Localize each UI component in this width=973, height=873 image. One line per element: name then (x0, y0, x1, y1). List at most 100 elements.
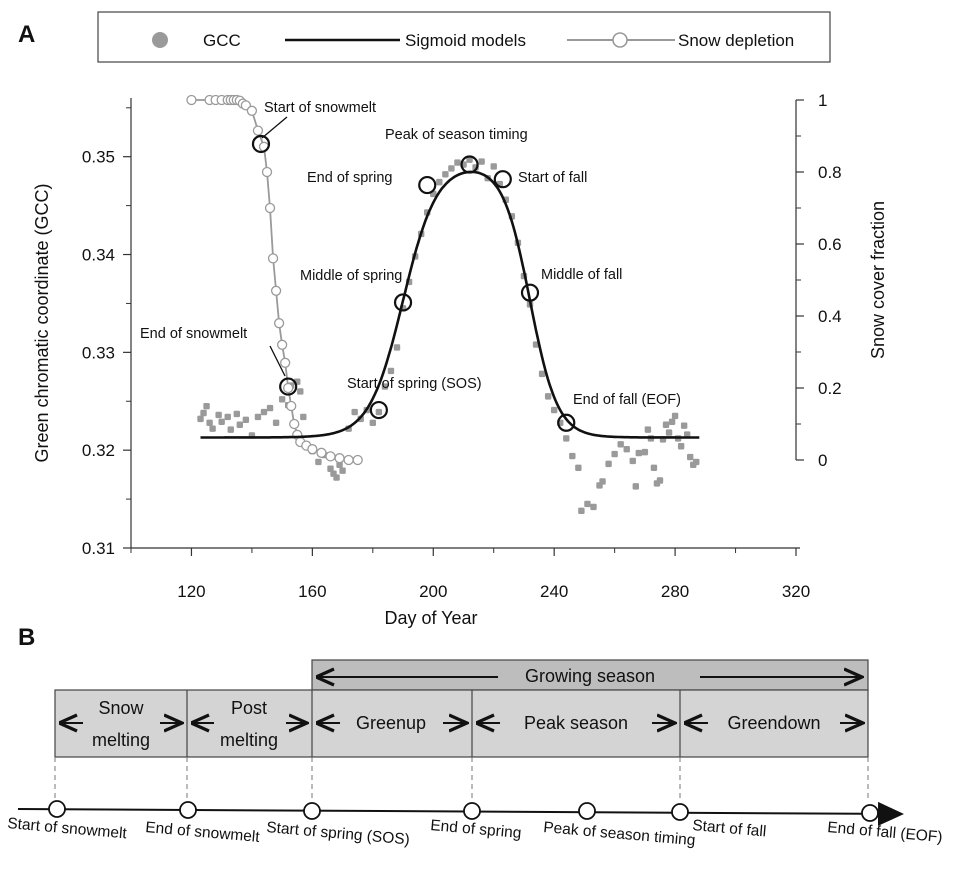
snow-depletion-point (264, 202, 276, 214)
gcc-point (590, 503, 597, 511)
gcc-point (369, 419, 377, 426)
panel-a-label: A (18, 21, 35, 48)
gcc-point (550, 406, 558, 414)
timeline-connectors (54, 757, 869, 800)
gcc-point (278, 396, 286, 403)
sigmoid-model-line (200, 170, 700, 439)
gcc-point (333, 474, 340, 481)
snow-depletion-point (289, 418, 300, 430)
gcc-point (327, 465, 334, 472)
y-tick-label: 0.33 (82, 343, 115, 362)
snow-depletion-point (270, 285, 282, 296)
x-ticks: 120 160 200 240 280 320 (130, 548, 810, 601)
gcc-point (300, 413, 307, 421)
gcc-point (478, 158, 485, 165)
x-tick-label: 160 (298, 582, 326, 601)
gcc-point (351, 408, 358, 416)
gcc-point (375, 408, 383, 416)
timeline: Start of snowmelt End of snowmelt Start … (7, 800, 943, 849)
gcc-point (683, 431, 691, 438)
growing-season-box (311, 659, 869, 691)
gcc-point (266, 404, 274, 412)
gcc-point (538, 370, 546, 378)
y2-tick-label: 0 (818, 451, 827, 470)
gcc-point (599, 478, 606, 485)
phenology-marker (418, 175, 437, 195)
phenology-markers (251, 134, 576, 432)
phenology-marker (251, 134, 271, 154)
gcc-point (693, 458, 700, 466)
gcc-point (197, 415, 204, 423)
ann-end-of-fall: End of fall (EOF) (573, 392, 681, 408)
timeline-node (578, 802, 596, 820)
snow-depletion-point (343, 454, 354, 466)
gcc-point (336, 461, 343, 469)
timeline-label-end-of-fall: End of fall (EOF) (827, 819, 943, 846)
panel-b-label: B (18, 624, 35, 651)
phase-greendown: Greendown (727, 713, 820, 733)
gcc-point (629, 457, 636, 465)
gcc-point (635, 449, 643, 457)
timeline-arrow (17, 801, 904, 826)
y2-tick-label: 0.6 (818, 235, 842, 254)
gcc-point (680, 422, 688, 429)
gcc-point (668, 418, 676, 426)
gcc-point (578, 507, 585, 515)
gcc-point (605, 460, 612, 468)
gcc-point (200, 409, 207, 417)
gcc-point (339, 467, 346, 474)
gcc-point (224, 413, 231, 421)
x-tick-label: 240 (540, 582, 568, 601)
x-tick-label: 120 (177, 582, 205, 601)
snow-depletion-point (267, 253, 279, 264)
phase-boxes: Snow melting Post melting Greenup Peak s… (54, 689, 869, 758)
timeline-node (671, 803, 689, 821)
x-tick-label: 200 (419, 582, 447, 601)
ann-end-of-snowmelt: End of snowmelt (140, 326, 247, 342)
snow-depletion-point (325, 451, 336, 462)
timeline-node (303, 802, 321, 820)
snow-depletion-point (334, 453, 345, 464)
timeline-label-start-of-spring: Start of spring (SOS) (266, 819, 411, 848)
gcc-point (584, 500, 591, 508)
gcc-point (227, 426, 234, 433)
phase-snow-melting-line2: melting (92, 730, 150, 750)
gcc-point (641, 448, 649, 456)
ann-end-of-spring: End of spring (307, 170, 392, 186)
phenology-marker (460, 155, 479, 174)
phenology-marker (369, 400, 388, 420)
snow-depletion-point (286, 400, 297, 412)
gcc-point (490, 163, 497, 170)
timeline-label-start-of-snowmelt: Start of snowmelt (7, 815, 128, 842)
growing-season-label: Growing season (525, 666, 655, 686)
gcc-point (203, 402, 210, 410)
legend-box (97, 11, 831, 63)
phenology-marker (279, 377, 298, 396)
x-axis-title: Day of Year (384, 608, 477, 628)
legend-snow-marker (612, 32, 628, 48)
gcc-point (617, 441, 624, 448)
legend-sigmoid-label: Sigmoid models (405, 31, 526, 50)
gcc-point (236, 421, 244, 428)
phenology-marker (493, 170, 512, 189)
gcc-point (544, 393, 552, 400)
gcc-point (260, 408, 268, 416)
phenology-marker (557, 413, 576, 432)
snow-depletion-point (307, 444, 318, 455)
ann-middle-of-fall: Middle of fall (541, 267, 622, 283)
ann-start-of-snowmelt-leader (261, 116, 288, 139)
y2-tick-label: 0.2 (818, 379, 842, 398)
y2-ticks: 0 0.2 0.4 0.6 0.8 1 (796, 91, 842, 470)
y2-tick-label: 0.8 (818, 163, 842, 182)
gcc-point (381, 383, 389, 390)
gcc-point (650, 464, 658, 471)
x-tick-label: 280 (661, 582, 689, 601)
gcc-point (671, 412, 679, 420)
phase-post-melting-line1: Post (231, 698, 267, 718)
snow-depletion-point (261, 166, 273, 178)
legend-snow-label: Snow depletion (678, 31, 794, 50)
y2-tick-label: 0.4 (818, 307, 842, 326)
y-tick-label: 0.35 (82, 148, 115, 167)
gcc-point (209, 425, 216, 432)
growing-season-bar: Growing season (311, 659, 869, 691)
